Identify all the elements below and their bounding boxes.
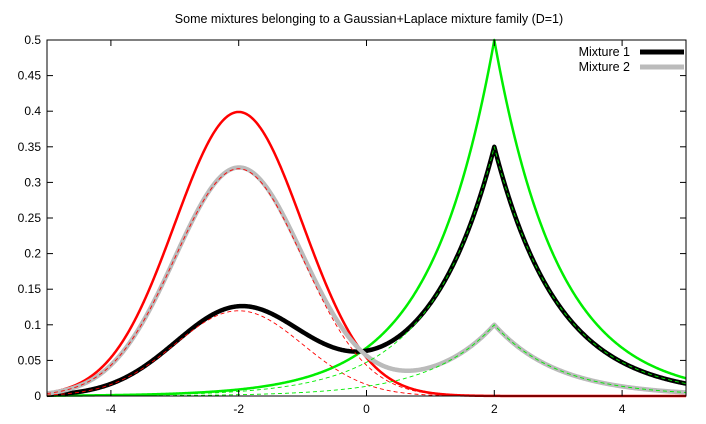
curve-mixture-2-laplace-part [46,324,687,397]
y-tick-label: 0.05 [18,353,42,367]
x-axis: -4 -2 0 2 4 [106,40,626,416]
y-tick-label: 0.4 [24,104,41,118]
legend-entry-mixture-1: Mixture 1 [579,45,684,59]
legend-label-mixture-1: Mixture 1 [579,45,630,59]
y-tick-label: 0.5 [24,33,41,47]
curves [45,38,688,398]
y-tick-label: 0.3 [24,175,41,189]
x-tick-label: -2 [233,402,244,416]
curve-mixture-2 [45,165,688,396]
y-axis: 0 0.05 0.1 0.15 0.2 0.25 0.3 0.35 0.4 0.45 0.5 [18,33,686,403]
legend-label-mixture-2: Mixture 2 [579,60,630,74]
curve-laplace-component [46,38,687,397]
y-tick-label: 0.2 [24,247,41,261]
y-tick-label: 0.35 [18,140,42,154]
y-tick-label: 0.45 [18,69,42,83]
legend-entry-mixture-2: Mixture 2 [579,60,684,74]
y-tick-label: 0.1 [24,318,41,332]
curve-mixture-2-gaussian-part [46,168,686,397]
x-tick-label: 4 [619,402,626,416]
legend: Mixture 1 Mixture 2 [579,45,684,74]
x-tick-label: 0 [363,402,370,416]
y-tick-label: 0.25 [18,211,42,225]
y-tick-label: 0 [34,389,41,403]
plot-area: -4 -2 0 2 4 0 0.05 0.1 0.15 0.2 0.25 0.3 0.35 0.4 0.4… [18,33,688,416]
chart-title: Some mixtures belonging to a Gaussian+La… [175,12,563,26]
x-tick-label: 2 [491,402,498,416]
y-tick-label: 0.15 [18,282,42,296]
x-tick-label: -4 [106,402,117,416]
curve-mixture-1-gaussian-part [46,310,686,397]
curve-mixture-1-laplace-part [47,146,687,397]
